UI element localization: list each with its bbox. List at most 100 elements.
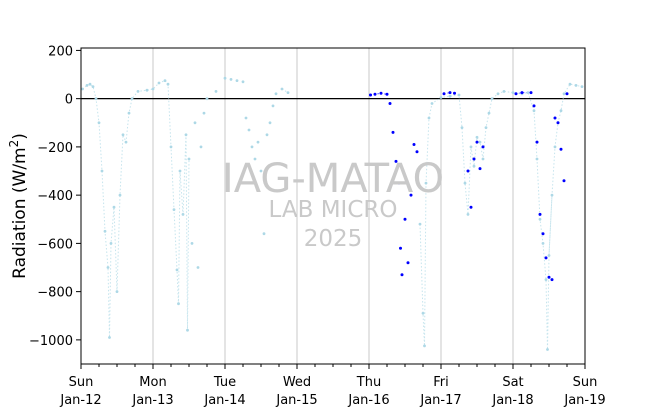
series-0-point: [130, 97, 134, 101]
series-points: [81, 76, 584, 351]
series-1-point: [532, 104, 536, 108]
series-0-point: [550, 193, 554, 197]
series-1-point: [559, 147, 563, 151]
series-1-point: [556, 121, 560, 125]
series-0-point: [423, 344, 426, 348]
series-0-point: [271, 104, 275, 108]
series-0-point: [424, 181, 428, 185]
series-0-point: [262, 232, 266, 236]
series-0-point: [544, 278, 548, 281]
series-1-point: [538, 212, 542, 216]
series-1-point: [409, 193, 413, 197]
series-1-point: [448, 91, 452, 95]
series-0-point: [580, 85, 584, 88]
series-0-point: [538, 217, 542, 221]
y-axis-title-sup: 2: [7, 140, 21, 148]
series-0-point: [250, 145, 254, 149]
series-0-point: [256, 140, 260, 144]
series-0-point: [223, 76, 227, 80]
series-1-point: [469, 205, 473, 209]
series-0-point: [235, 79, 239, 82]
series-0-point: [562, 92, 566, 96]
series-0-point: [151, 87, 155, 91]
y-axis-title: Radiation (W/m2): [7, 133, 30, 279]
series-0-point: [457, 93, 461, 97]
series-0-point: [526, 91, 530, 94]
vertical-gridlines: [152, 48, 514, 364]
x-tick-day: Fri: [433, 375, 449, 390]
series-1-segment: [370, 92, 388, 96]
y-tick-label: 200: [48, 44, 73, 59]
series-1-point: [544, 256, 548, 260]
series-0-point: [418, 222, 422, 226]
x-axis-ticks: Sun Jan-12 Mon Jan-13 Tue Jan-14 Wed Jan-15 Thu J…: [59, 364, 606, 408]
series-0-point: [196, 266, 200, 269]
series-1-point: [369, 93, 372, 97]
series-0-point: [199, 145, 203, 149]
series-0-point: [421, 311, 425, 315]
series-0-point: [145, 88, 149, 92]
series-0-point: [112, 205, 116, 209]
series-1-point: [406, 261, 410, 265]
series-1-point: [388, 102, 392, 105]
x-tick-day: Mon: [139, 375, 166, 390]
series-0-point: [469, 145, 473, 149]
y-axis-ticks: 200 0 −200 −400 −600 −800 −1000: [29, 44, 81, 349]
x-tick-day: Tue: [213, 375, 236, 390]
series-1-point: [397, 181, 401, 185]
x-tick-date: Jan-15: [275, 393, 317, 408]
series-0-point: [169, 145, 173, 149]
series-1-point: [520, 91, 524, 95]
series-0-point: [268, 121, 272, 125]
series-0-point: [91, 85, 95, 88]
series-0-point: [553, 145, 557, 149]
y-tick-label: 0: [65, 93, 73, 108]
series-1-point: [550, 278, 554, 282]
series-1-point: [514, 92, 518, 96]
series-0-point: [187, 157, 191, 161]
series-0-point: [546, 348, 549, 351]
series-0-point: [108, 336, 111, 339]
y-tick-label: −200: [37, 141, 73, 156]
series-1-point: [403, 217, 407, 221]
series-1-point: [412, 143, 416, 146]
series-0-segment: [548, 83, 583, 256]
series-0-point: [490, 97, 494, 101]
x-tick-date: Jan-12: [59, 393, 101, 408]
series-0-point: [541, 242, 545, 245]
series-0-point: [157, 81, 161, 85]
series-0-point: [547, 254, 551, 257]
series-0-point: [127, 111, 131, 115]
y-tick-label: −800: [37, 286, 73, 301]
series-0-point: [97, 121, 101, 125]
watermark-line-2: LAB MICRO: [269, 197, 398, 223]
series-1-point: [535, 140, 539, 144]
series-0-point: [559, 109, 563, 113]
series-0-point: [178, 169, 182, 173]
series-0-point: [487, 111, 491, 115]
series-0-point: [136, 90, 140, 93]
series-0-point: [100, 169, 104, 173]
x-tick-date: Jan-19: [563, 393, 605, 408]
x-tick-date: Jan-16: [347, 393, 389, 408]
series-0-point: [535, 157, 539, 161]
series-0-point: [244, 116, 248, 120]
series-0-point: [121, 133, 125, 137]
x-tick-day: Sun: [69, 375, 94, 390]
series-0-point: [202, 111, 206, 115]
series-0-point: [81, 87, 84, 91]
series-1-point: [394, 159, 398, 163]
series-0-point: [496, 92, 500, 96]
series-0-point: [265, 133, 269, 137]
series-0-point: [475, 135, 479, 139]
series-0-point: [106, 266, 110, 269]
series-0-point: [103, 229, 107, 233]
series-1-point: [466, 169, 470, 173]
series-0-point: [229, 78, 233, 81]
series-0-point: [463, 181, 467, 185]
x-tick-date: Jan-18: [491, 393, 533, 408]
series-0-point: [166, 82, 170, 86]
series-1-point: [565, 92, 569, 96]
series-1-point: [541, 232, 545, 236]
